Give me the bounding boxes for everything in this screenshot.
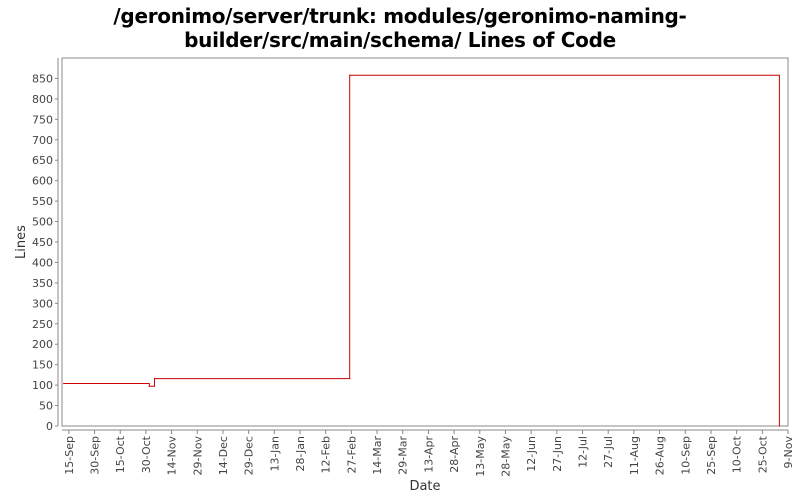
y-tick-label: 50 xyxy=(39,400,53,413)
x-tick-label: 27-Feb xyxy=(345,436,358,473)
x-tick-label: 14-Dec xyxy=(217,436,230,475)
x-tick-label: 30-Sep xyxy=(89,436,102,475)
x-tick-label: 13-May xyxy=(474,436,487,477)
x-tick-label: 25-Sep xyxy=(705,436,718,475)
plot-area xyxy=(61,57,789,427)
y-tick-label: 800 xyxy=(32,93,53,106)
data-point xyxy=(148,385,150,387)
chart-title-line-1: /geronimo/server/trunk: modules/geronimo… xyxy=(113,4,687,28)
y-tick-label: 150 xyxy=(32,359,53,372)
x-tick-label: 28-Apr xyxy=(448,436,461,473)
x-tick-label: 29-Dec xyxy=(243,436,256,475)
x-tick-label: 13-Jan xyxy=(268,436,281,472)
y-tick-label: 100 xyxy=(32,379,53,392)
x-tick-label: 12-Jul xyxy=(577,436,590,468)
x-tick-label: 14-Mar xyxy=(371,436,384,475)
y-tick-label: 550 xyxy=(32,195,53,208)
x-tick-label: 15-Oct xyxy=(114,435,127,473)
y-tick-label: 250 xyxy=(32,318,53,331)
chart-title-line-2: builder/src/main/schema/ Lines of Code xyxy=(184,28,616,52)
x-tick-label: 29-Mar xyxy=(397,436,410,475)
x-tick-label: 28-Jan xyxy=(294,436,307,472)
x-tick-label: 12-Jun xyxy=(525,436,538,472)
data-point xyxy=(349,74,351,76)
data-point xyxy=(153,377,156,380)
y-tick-label: 850 xyxy=(32,72,53,85)
data-point xyxy=(63,382,65,385)
y-tick-label: 400 xyxy=(32,256,53,269)
y-tick-label: 200 xyxy=(32,338,53,351)
x-tick-label: 27-Jun xyxy=(551,436,564,472)
x-tick-label: 13-Apr xyxy=(422,436,435,473)
x-tick-label: 10-Oct xyxy=(731,435,744,473)
x-tick-label: 28-May xyxy=(499,436,512,477)
y-tick-label: 750 xyxy=(32,113,53,126)
x-tick-label: 12-Feb xyxy=(320,436,333,473)
x-tick-label: 29-Nov xyxy=(191,436,204,476)
x-tick-label: 9-Nov xyxy=(782,436,795,469)
y-tick-label: 350 xyxy=(32,277,53,290)
y-tick-label: 700 xyxy=(32,134,53,147)
x-tick-label: 10-Sep xyxy=(679,436,692,475)
y-axis-label: Lines xyxy=(14,225,29,259)
y-axis: 0 50 100 150 200 250 300 350 400 450 500 550 600 650 7… xyxy=(32,58,59,433)
y-tick-label: 300 xyxy=(32,297,53,310)
x-tick-label: 30-Oct xyxy=(140,435,153,473)
x-tick-label: 11-Aug xyxy=(628,436,641,475)
y-tick-label: 0 xyxy=(46,420,53,433)
x-axis-label: Date xyxy=(409,479,440,494)
y-tick-label: 500 xyxy=(32,216,53,229)
x-tick-label: 27-Jul xyxy=(602,436,615,468)
data-point xyxy=(778,425,781,427)
x-axis: 15-Sep 30-Sep 15-Oct 30-Oct 14-Nov 29-Nov 14-D… xyxy=(62,429,795,477)
y-tick-label: 650 xyxy=(32,154,53,167)
y-tick-label: 450 xyxy=(32,236,53,249)
x-tick-label: 25-Oct xyxy=(756,435,769,473)
x-tick-label: 14-Nov xyxy=(166,436,179,476)
y-tick-label: 600 xyxy=(32,175,53,188)
series-layer xyxy=(63,74,781,427)
x-tick-label: 15-Sep xyxy=(63,436,76,475)
x-tick-label: 26-Aug xyxy=(654,436,667,475)
